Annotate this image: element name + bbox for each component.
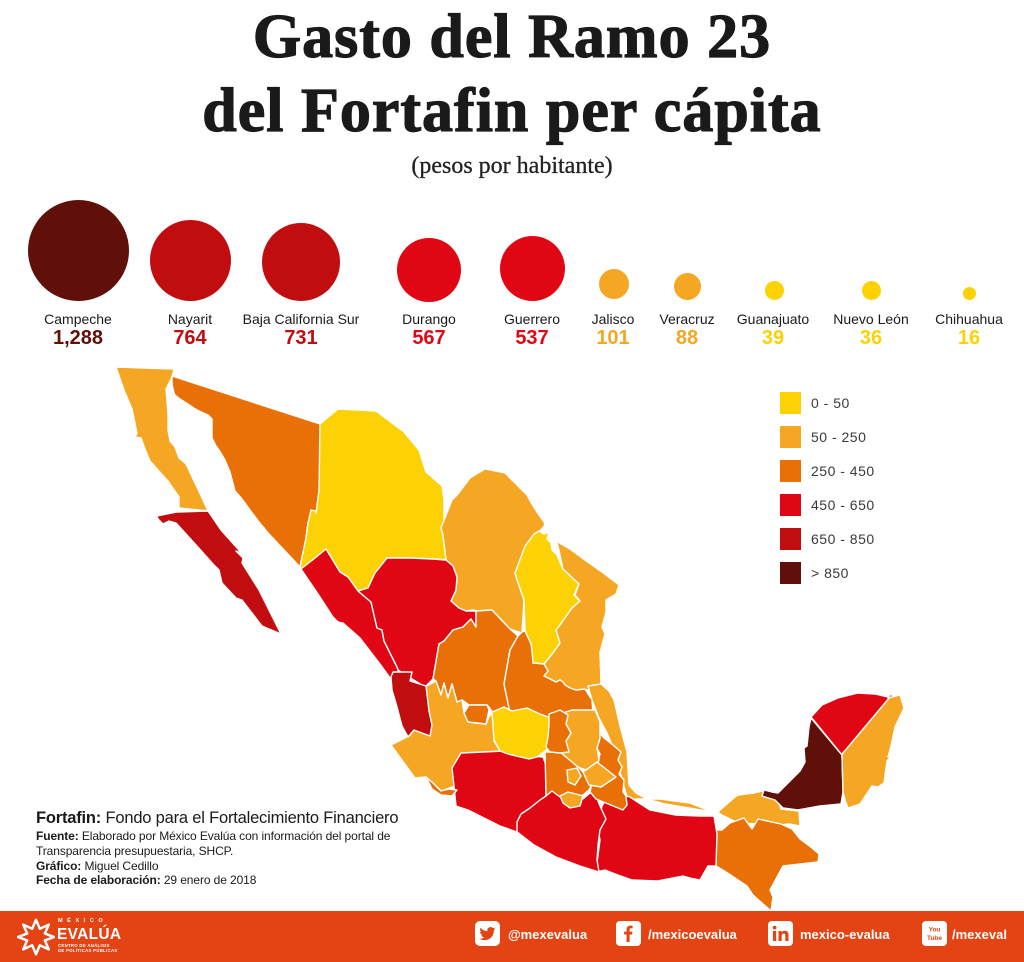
svg-text:Tube: Tube xyxy=(927,935,942,942)
svg-text:You: You xyxy=(929,927,941,934)
